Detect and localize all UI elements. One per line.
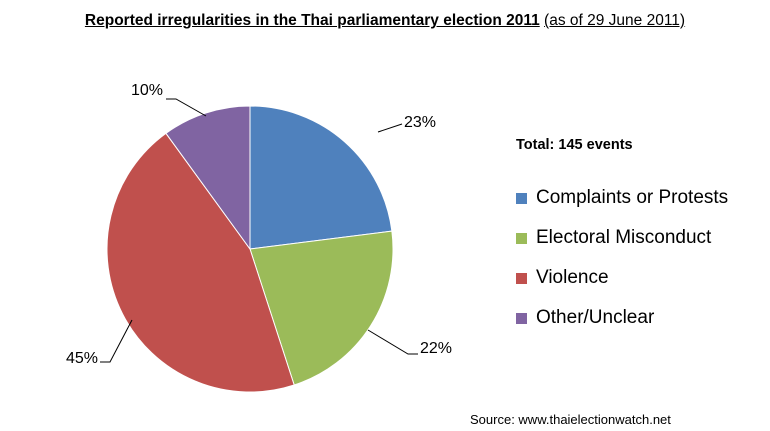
legend-swatch-violence xyxy=(516,272,527,284)
leader-line-complaints xyxy=(377,123,403,133)
pie-slice-complaints xyxy=(249,105,393,250)
data-label-complaints: 23% xyxy=(404,114,436,131)
legend-item-misconduct: Electoral Misconduct xyxy=(516,218,728,258)
chart-title: Reported irregularities in the Thai parl… xyxy=(0,12,770,30)
legend-label-violence: Violence xyxy=(536,267,609,288)
legend-item-violence: Violence xyxy=(516,258,728,298)
leader-line-other xyxy=(166,98,207,117)
pie-slice-misconduct xyxy=(249,230,394,386)
legend-label-complaints: Complaints or Protests xyxy=(536,187,729,208)
legend-label-misconduct: Electoral Misconduct xyxy=(536,227,712,248)
pie-slice-violence xyxy=(106,132,295,393)
legend-item-other: Other/Unclear xyxy=(516,298,728,338)
data-label-violence: 45% xyxy=(66,350,98,367)
data-label-other: 10% xyxy=(131,82,163,99)
source-note: Source: www.thaielectionwatch.net xyxy=(470,412,671,427)
data-label-misconduct: 22% xyxy=(420,340,452,357)
pie-slice-other xyxy=(165,105,251,251)
leader-line-misconduct xyxy=(367,329,418,355)
chart-title-main: Reported irregularities in the Thai parl… xyxy=(84,12,540,29)
leader-line-violence xyxy=(100,319,133,363)
total-events-label: Total: 145 events xyxy=(516,137,633,153)
legend-swatch-complaints xyxy=(516,192,527,204)
legend: Complaints or Protests Electoral Miscond… xyxy=(516,178,728,338)
legend-label-other: Other/Unclear xyxy=(536,307,655,328)
legend-swatch-other xyxy=(516,312,527,324)
legend-item-complaints: Complaints or Protests xyxy=(516,178,728,218)
chart-title-sub: (as of 29 June 2011) xyxy=(544,12,686,29)
legend-swatch-misconduct xyxy=(516,232,527,244)
